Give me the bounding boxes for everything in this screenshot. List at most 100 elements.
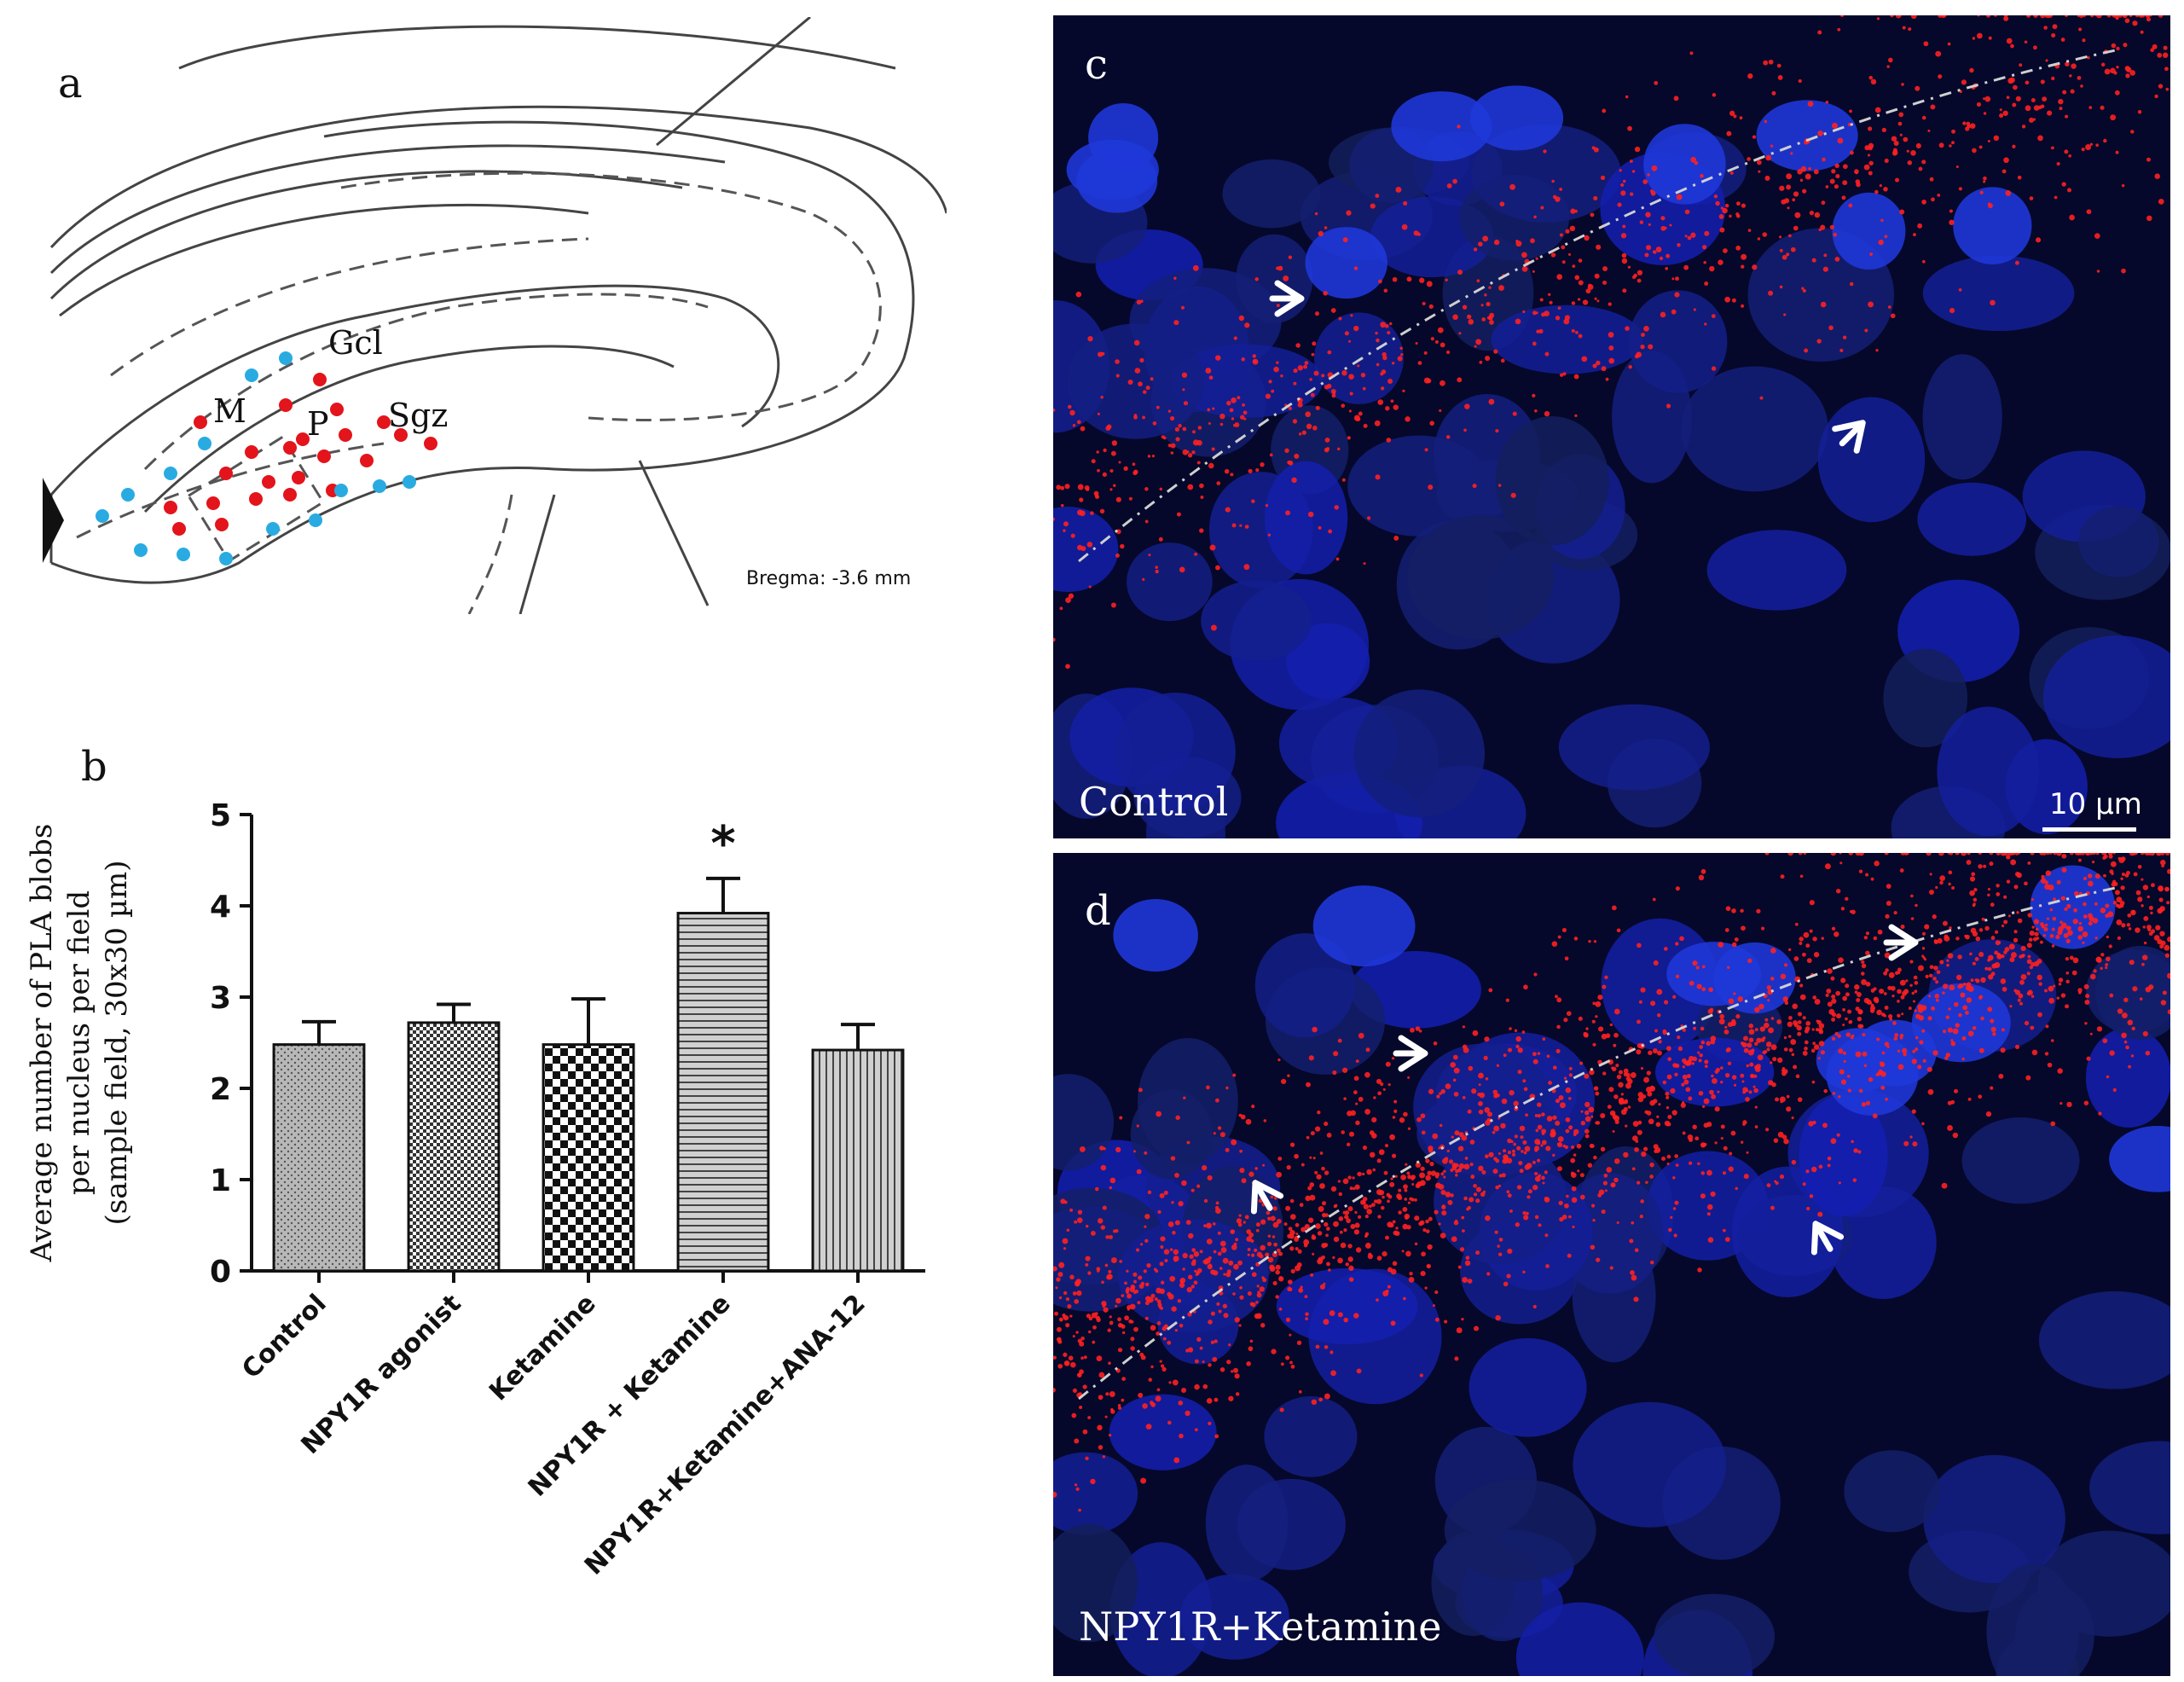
- red-marker-dot: [317, 450, 331, 463]
- y-tick-label: 4: [210, 890, 231, 925]
- nucleus: [1937, 706, 2040, 837]
- nucleus: [1205, 1464, 1289, 1582]
- bright-nucleus: [1469, 85, 1564, 151]
- bar: [542, 1043, 635, 1273]
- panel-a-letter: a: [58, 60, 83, 107]
- blue-marker-dot: [164, 467, 177, 480]
- red-marker-dot: [172, 522, 186, 536]
- bregma-label: Bregma: -3.6 mm: [746, 568, 911, 589]
- y-axis-label-line: (sample field, 30x30 µm): [100, 861, 134, 1226]
- nucleus: [1681, 366, 1828, 492]
- blue-marker-dot: [121, 488, 135, 502]
- y-tick-label: 0: [210, 1255, 231, 1290]
- label-m: M: [213, 392, 246, 430]
- red-marker-dot: [194, 415, 207, 429]
- bar-chart-b: b Average number of PLA blobs per nucleus…: [25, 743, 925, 1581]
- hippocampus-atlas-diagram: Gcl M P Sgz Bregma: -3.6 mm: [43, 17, 947, 614]
- red-marker-dot: [245, 445, 258, 459]
- significance-marker: *: [710, 816, 735, 872]
- blue-marker-dot: [198, 437, 211, 450]
- nucleus: [2078, 506, 2159, 577]
- nucleus: [1179, 1574, 1289, 1660]
- nucleus: [1286, 623, 1370, 699]
- nucleus: [2042, 635, 2170, 759]
- red-marker-dot: [283, 441, 297, 455]
- nucleus: [1353, 689, 1486, 818]
- blue-marker-dot: [245, 368, 258, 382]
- bright-nucleus: [2109, 1126, 2170, 1192]
- nucleus: [1469, 1337, 1587, 1437]
- nucleus: [1844, 1450, 1941, 1533]
- bar: [811, 1048, 905, 1273]
- blue-marker-dot: [309, 513, 322, 527]
- nucleus: [1923, 1454, 2065, 1584]
- scale-bar-label: 10 µm: [2049, 787, 2142, 821]
- nucleus: [1264, 1395, 1358, 1477]
- panel-d-letter: d: [1085, 887, 1111, 935]
- blue-marker-dot: [334, 484, 348, 497]
- nucleus: [1558, 704, 1710, 791]
- nucleus: [1118, 1219, 1269, 1332]
- blue-marker-dot: [403, 475, 416, 489]
- nucleus: [1922, 354, 2002, 480]
- bar: [676, 912, 770, 1273]
- nucleus: [2038, 1290, 2170, 1389]
- bright-nucleus: [1826, 1035, 1919, 1116]
- red-marker-dot: [283, 488, 297, 502]
- nucleus: [1654, 1593, 1776, 1676]
- nucleus: [1254, 933, 1355, 1038]
- arrow-icon: [1883, 924, 1919, 961]
- panel-b-letter: b: [81, 743, 107, 791]
- nucleus: [1961, 1117, 2080, 1204]
- y-tick-label: 3: [210, 981, 231, 1016]
- nucleus: [1053, 507, 1119, 592]
- label-sgz: Sgz: [388, 397, 448, 434]
- arrow-icon: [1250, 1180, 1284, 1215]
- bright-nucleus: [1832, 192, 1906, 270]
- red-marker-dot: [262, 475, 275, 489]
- arrow-icon: [1269, 280, 1305, 317]
- blue-marker-dot: [266, 522, 280, 536]
- red-marker-dot: [249, 492, 263, 506]
- nucleus: [1314, 312, 1404, 404]
- red-marker-dot: [292, 471, 305, 484]
- nucleus: [1413, 1043, 1554, 1172]
- nucleus: [1053, 1452, 1138, 1535]
- red-marker-dot: [330, 403, 344, 416]
- bright-nucleus: [1113, 899, 1198, 972]
- nucleus: [1922, 255, 2075, 332]
- red-marker-dot: [206, 496, 220, 510]
- bright-nucleus: [1391, 91, 1492, 162]
- nucleus: [1495, 415, 1609, 546]
- panel-c-letter: c: [1085, 41, 1108, 89]
- arrow-icon: [1832, 420, 1866, 454]
- blue-marker-dot: [96, 509, 109, 523]
- red-marker-dot: [394, 428, 408, 442]
- nucleus: [1276, 1267, 1418, 1345]
- bright-nucleus: [1666, 942, 1762, 1006]
- bar: [272, 1043, 366, 1273]
- label-p: P: [307, 405, 329, 443]
- red-marker-dot: [219, 467, 233, 480]
- layer-boundary-line: [1078, 48, 2120, 563]
- nucleus: [1201, 580, 1312, 661]
- red-marker-dot: [296, 432, 310, 446]
- red-marker-dot: [377, 415, 391, 429]
- nucleus: [1127, 542, 1213, 622]
- y-tick-label: 2: [210, 1072, 231, 1107]
- blue-marker-dot: [219, 552, 233, 566]
- nucleus: [1130, 1089, 1213, 1180]
- bright-nucleus: [1643, 124, 1726, 205]
- nucleus: [1515, 1602, 1644, 1676]
- nucleus: [1917, 482, 2027, 556]
- nucleus: [1109, 1394, 1217, 1470]
- nucleus: [1170, 344, 1324, 418]
- nucleus: [1407, 514, 1555, 640]
- arrow-icon: [1810, 1221, 1845, 1256]
- micrograph-npy1r-ketamine: d NPY1R+Ketamine: [1053, 853, 2170, 1676]
- bright-nucleus: [1756, 100, 1858, 171]
- bright-nucleus: [1066, 139, 1159, 200]
- x-tick-label: NPY1R+Ketamine+ANA-12: [579, 1289, 872, 1581]
- nucleus: [2089, 1441, 2170, 1534]
- nucleus: [1491, 304, 1643, 374]
